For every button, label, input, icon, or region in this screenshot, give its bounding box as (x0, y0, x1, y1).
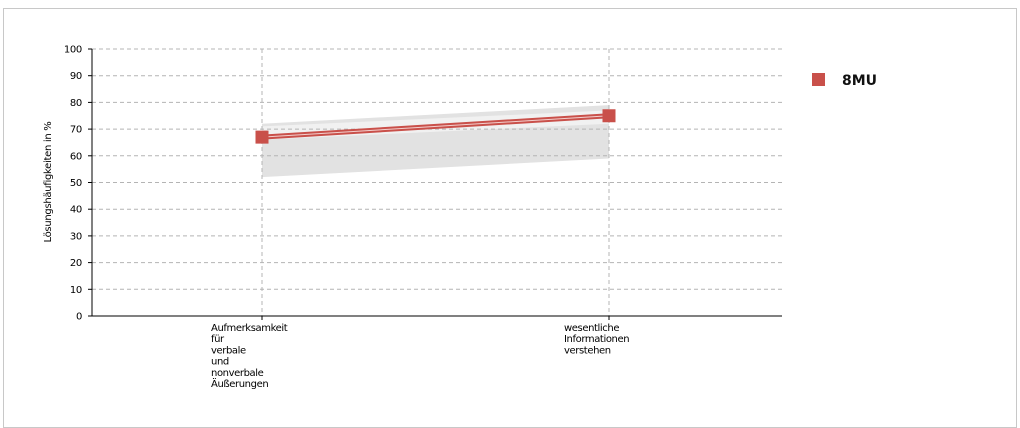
x-tick-labels: Aufmerksamkeit für verbale und nonverbale Äuß… (211, 323, 630, 390)
x-category-label-0-line-2: verbale (211, 345, 246, 356)
x-category-label-1-line-1: Informationen (564, 334, 629, 345)
grid-lines (92, 48, 782, 316)
range-bands (262, 105, 609, 178)
y-tick-label-100: 100 (64, 45, 82, 56)
y-tick-label-80: 80 (70, 98, 82, 109)
y-axis-label: Lösungshäufigkeiten in % (43, 122, 54, 243)
y-tick-label-10: 10 (70, 285, 82, 296)
y-tick-labels: 0 10 20 30 40 50 60 70 80 90 100 (64, 45, 82, 323)
x-category-label-0-line-4: nonverbale (211, 368, 264, 379)
y-tick-label-70: 70 (70, 125, 82, 136)
series-point-0-0 (255, 130, 269, 144)
x-category-label-1-line-2: verstehen (564, 345, 611, 356)
y-tick-label-90: 90 (70, 71, 82, 82)
axes (88, 48, 782, 320)
series-lines (255, 109, 616, 144)
x-category-label-0-line-5: Äußerungen (211, 377, 268, 390)
y-tick-label-50: 50 (70, 178, 82, 189)
x-category-label-1: wesentliche Informationen verstehen (564, 323, 629, 356)
x-category-label-1-line-0: wesentliche (564, 323, 619, 334)
x-category-label-0-line-3: und (211, 357, 229, 368)
x-category-label-0-line-0: Aufmerksamkeit (211, 323, 288, 334)
series-point-0-1 (602, 109, 616, 123)
x-category-label-0-line-1: für (211, 334, 225, 345)
x-category-label-0: Aufmerksamkeit für verbale und nonverbale Äuß… (211, 323, 288, 390)
legend-label-0: 8MU (842, 73, 877, 89)
y-tick-label-60: 60 (70, 151, 82, 162)
series-line-highlight-0 (261, 115, 610, 138)
y-tick-label-0: 0 (76, 312, 82, 323)
y-tick-label-40: 40 (70, 205, 82, 216)
legend-marker-0 (812, 73, 825, 86)
legend: 8MU (812, 73, 877, 89)
y-tick-label-30: 30 (70, 231, 82, 242)
y-tick-label-20: 20 (70, 258, 82, 269)
